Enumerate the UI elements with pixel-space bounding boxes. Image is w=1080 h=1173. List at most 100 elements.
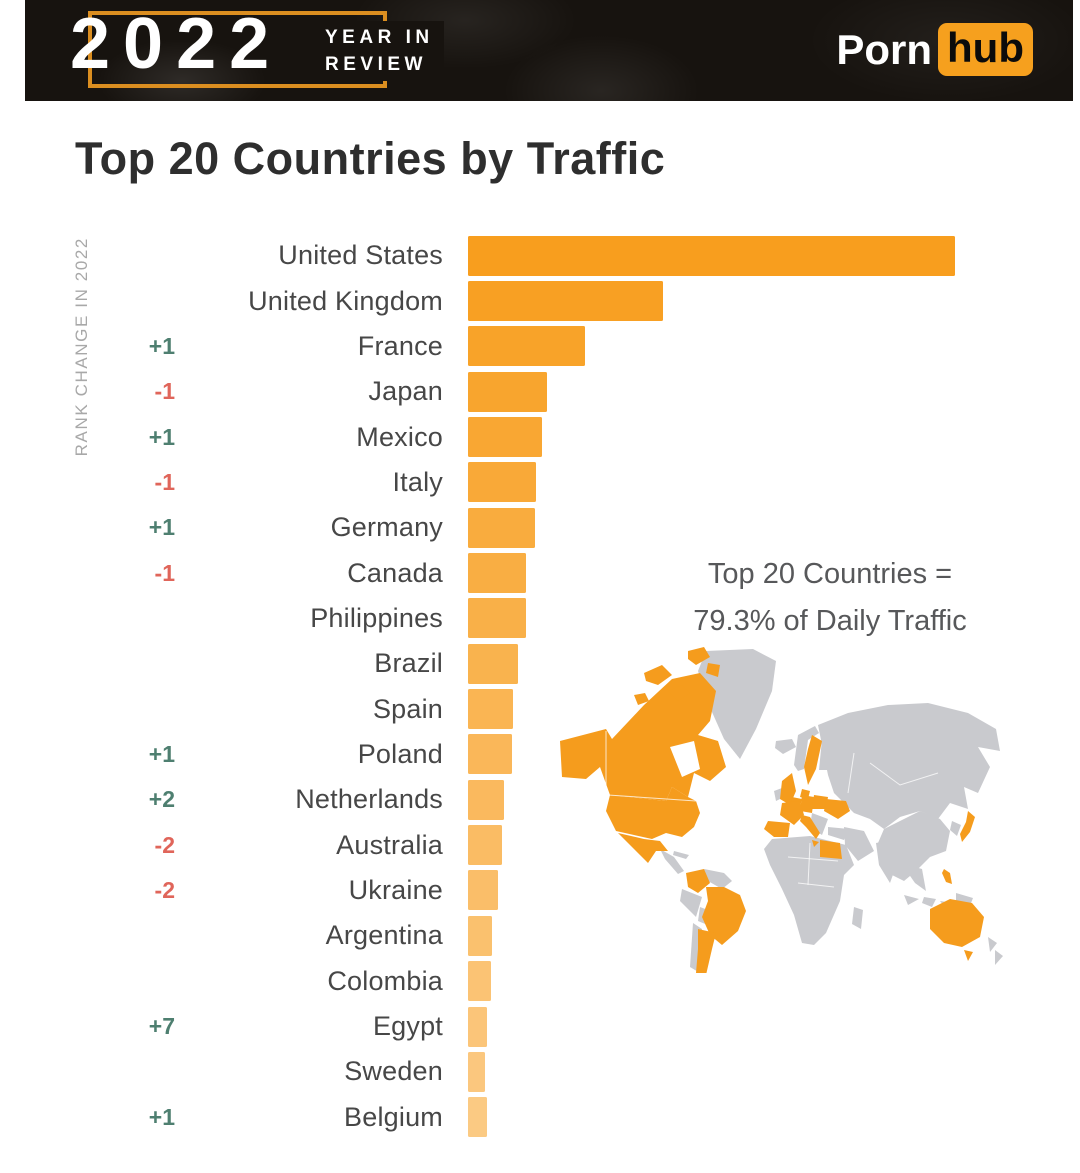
traffic-bar — [468, 825, 503, 866]
traffic-bar — [468, 689, 513, 730]
chart-row: United States — [0, 233, 1080, 278]
traffic-bar — [468, 507, 535, 548]
traffic-bar — [468, 417, 543, 458]
rank-change: -1 — [154, 468, 175, 495]
chart-row: United Kingdom — [0, 278, 1080, 323]
rank-change: +1 — [148, 332, 175, 359]
chart-row: +2 Netherlands — [0, 777, 1080, 822]
country-label: France — [357, 330, 443, 361]
rank-change: +7 — [148, 1013, 175, 1040]
map-egypt — [820, 840, 842, 859]
map-highlighted-countries — [560, 647, 984, 973]
traffic-bar — [468, 553, 527, 594]
traffic-bar — [468, 961, 491, 1002]
brand-logo-porn: Porn — [836, 25, 933, 73]
map-ukraine — [824, 799, 850, 819]
rank-change: +2 — [148, 786, 175, 813]
map-central-america — [660, 849, 684, 874]
map-argentina — [696, 929, 716, 973]
map-madagascar — [852, 907, 863, 929]
year-text: 2022 — [70, 4, 283, 84]
rank-change: +1 — [148, 740, 175, 767]
traffic-share-annotation: Top 20 Countries = 79.3% of Daily Traffi… — [630, 551, 1030, 645]
country-label: Brazil — [374, 648, 443, 679]
map-hudson-bay — [670, 741, 700, 777]
traffic-bar — [468, 281, 663, 322]
traffic-bar — [468, 1097, 487, 1138]
chart-row: Colombia — [0, 959, 1080, 1004]
map-cuba — [673, 851, 689, 859]
rank-change: +1 — [148, 423, 175, 450]
rank-change: -1 — [154, 378, 175, 405]
traffic-bar — [468, 371, 548, 412]
map-germany — [800, 795, 814, 813]
country-label: United Kingdom — [248, 285, 443, 316]
tagline-line2: REVIEW — [325, 54, 427, 75]
map-new-zealand — [988, 937, 1003, 965]
chart-row: +1 Belgium — [0, 1095, 1080, 1140]
rank-change: -2 — [154, 831, 175, 858]
country-label: Germany — [330, 512, 443, 543]
chart-row: Sweden — [0, 1049, 1080, 1094]
map-sweden — [804, 735, 822, 785]
rank-change: -1 — [154, 559, 175, 586]
annotation-line2: 79.3% of Daily Traffic — [693, 605, 967, 637]
country-label: Spain — [372, 693, 443, 724]
brand-logo: Porn hub — [836, 23, 1033, 76]
page-title: Top 20 Countries by Traffic — [75, 133, 666, 184]
map-base-land — [660, 649, 1003, 973]
country-label: Egypt — [372, 1011, 443, 1042]
map-turkey — [828, 827, 849, 840]
traffic-bar — [468, 734, 512, 775]
map-philippines — [942, 869, 952, 884]
map-peru — [680, 889, 702, 917]
map-india — [876, 840, 900, 883]
chart-row: +1 France — [0, 324, 1080, 369]
country-label: Italy — [392, 466, 443, 497]
country-label: Colombia — [327, 965, 443, 996]
map-africa — [764, 836, 854, 945]
map-canada-alaska — [560, 673, 726, 801]
country-label: Belgium — [344, 1101, 443, 1132]
country-label: Australia — [336, 829, 443, 860]
world-map — [560, 647, 1003, 973]
map-france — [780, 801, 804, 825]
traffic-bar — [468, 326, 585, 367]
chart-rows: United States United Kingdom +1 France -… — [0, 233, 1080, 1140]
map-japan — [960, 811, 975, 842]
traffic-bar — [468, 462, 537, 503]
map-brazil — [702, 887, 746, 945]
map-mexico — [618, 833, 668, 863]
traffic-bar — [468, 779, 505, 820]
map-norway — [794, 726, 819, 771]
rank-change: +1 — [148, 514, 175, 541]
chart-row: +1 Mexico — [0, 414, 1080, 459]
country-label: Japan — [368, 376, 443, 407]
chart-row: -1 Canada — [0, 550, 1080, 595]
tagline-line1: YEAR IN — [325, 27, 434, 48]
chart-row: -1 Italy — [0, 460, 1080, 505]
country-label: Mexico — [356, 421, 443, 452]
map-indochina — [908, 865, 926, 891]
country-label: Netherlands — [295, 784, 443, 815]
country-label: Sweden — [344, 1056, 443, 1087]
map-arctic-islands — [634, 647, 720, 705]
traffic-bar — [468, 598, 526, 639]
chart-row: -2 Ukraine — [0, 868, 1080, 913]
country-label: Ukraine — [348, 874, 443, 905]
map-australia — [930, 899, 984, 961]
chart-row: Spain — [0, 686, 1080, 731]
map-middle-east — [844, 827, 874, 861]
brand-logo-hub: hub — [938, 23, 1033, 76]
map-borders — [605, 731, 939, 888]
map-spain-portugal — [764, 821, 790, 837]
map-poland — [812, 795, 828, 809]
traffic-bar — [468, 235, 955, 276]
map-russia-asia — [818, 703, 1000, 829]
chart-row: Philippines — [0, 596, 1080, 641]
chart-row: Brazil — [0, 641, 1080, 686]
chart-row: Argentina — [0, 913, 1080, 958]
traffic-bar — [468, 1051, 485, 1092]
year-tagline: YEAR IN REVIEW — [315, 21, 444, 81]
